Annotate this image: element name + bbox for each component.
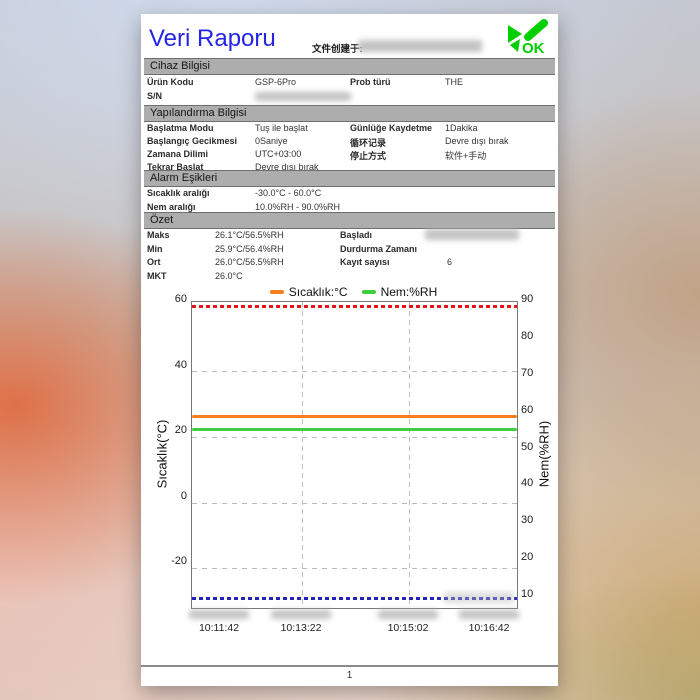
x-axis-tick: 10:13:22 (280, 622, 322, 634)
gridline-v (409, 302, 410, 608)
chart-legend: Sıcaklık:°C Nem:%RH (191, 285, 516, 299)
field-label: Maks (147, 230, 170, 240)
field-label: Tekrar Başlat (147, 162, 204, 172)
right-axis-tick: 90 (521, 293, 534, 305)
page-title: Veri Raporu (149, 25, 276, 52)
field-value: 26.1°C/56.5%RH (215, 230, 284, 240)
right-axis-tick: 80 (521, 330, 534, 342)
right-axis-tick: 60 (521, 404, 534, 416)
left-axis-tick: 40 (174, 359, 187, 371)
right-axis-tick: 40 (521, 477, 534, 489)
right-axis-tick: 50 (521, 441, 534, 453)
gridline-h (192, 503, 517, 504)
field-value: 软件+手动 (445, 151, 487, 161)
field-value: THE (445, 77, 463, 87)
field-value: Devre dışı bırak (445, 136, 509, 146)
plot-corner-redacted (444, 592, 514, 603)
field-label: Zamana Dilimi (147, 149, 209, 159)
right-axis-tick: 20 (521, 551, 534, 563)
field-label: Kayıt sayısı (340, 257, 390, 267)
section-title: Cihaz Bilgisi (150, 60, 210, 72)
field-label: MKT (147, 271, 167, 281)
field-label: Nem aralığı (147, 202, 196, 212)
x-date-redacted (378, 610, 438, 619)
line-chart-plot-area (191, 301, 518, 609)
field-value: 0Saniye (255, 136, 288, 146)
field-value: 25.9°C/56.4%RH (215, 244, 284, 254)
temperature-swatch-icon (269, 290, 284, 294)
report-page: Veri Raporu 文件创建于: OK Cihaz Bilgisi Ürün… (141, 14, 558, 686)
field-label: 循环记录 (350, 138, 387, 148)
section-title: Yapılandırma Bilgisi (150, 107, 247, 119)
field-value: 1Dakika (445, 123, 478, 133)
right-axis-title: Nem(%RH) (536, 420, 552, 488)
field-value: 10.0%RH - 90.0%RH (255, 202, 341, 212)
serial-number-redacted (255, 92, 351, 101)
x-date-redacted (271, 610, 331, 619)
field-label: Prob türü (350, 77, 391, 87)
field-value: UTC+03:00 (255, 149, 302, 159)
right-axis-tick: 70 (521, 367, 534, 379)
field-label: 停止方式 (350, 151, 387, 161)
footer-divider (141, 665, 558, 667)
file-created-date-redacted (358, 40, 482, 52)
field-label: Başlatma Modu (147, 123, 214, 133)
section-title: Alarm Eşikleri (150, 172, 218, 184)
field-label: Başladı (340, 230, 373, 240)
section-header-config: Yapılandırma Bilgisi (144, 105, 555, 122)
section-title: Özet (150, 214, 174, 226)
gridline-h (192, 437, 517, 438)
section-header-device: Cihaz Bilgisi (144, 58, 555, 75)
field-label: Ürün Kodu (147, 77, 194, 87)
field-value: 26.0°C (215, 271, 243, 281)
field-label: S/N (147, 91, 163, 101)
right-axis-tick: 10 (521, 588, 534, 600)
field-value: GSP-6Pro (255, 77, 297, 87)
gridline-v (302, 302, 303, 608)
field-value: Devre dışı bırak (255, 162, 319, 172)
start-time-redacted (425, 229, 519, 240)
x-date-redacted (189, 610, 249, 619)
legend-item-temperature: Sıcaklık:°C (269, 285, 348, 299)
legend-item-humidity: Nem:%RH (361, 285, 438, 299)
humidity-low-alarm-line (192, 597, 517, 600)
field-label: Günlüğe Kaydetme (350, 123, 433, 133)
legend-label: Sıcaklık:°C (288, 285, 348, 299)
left-axis-tick: 20 (174, 424, 187, 436)
temp-high-alarm-line (192, 305, 517, 308)
gridline-h (192, 568, 517, 569)
legend-label: Nem:%RH (380, 285, 438, 299)
field-label: Ort (147, 257, 161, 267)
x-axis-tick: 10:16:42 (468, 622, 510, 634)
section-header-summary: Özet (144, 212, 555, 229)
field-label: Min (147, 244, 163, 254)
page-number: 1 (346, 670, 353, 681)
field-value: Tuş ile başlat (255, 123, 308, 133)
field-value: -30.0°C - 60.0°C (255, 188, 322, 198)
temperature-series-line (192, 415, 517, 418)
svg-text:OK: OK (522, 40, 545, 56)
field-label: Başlangıç Gecikmesi (147, 136, 238, 146)
field-label: Sıcaklık aralığı (147, 188, 210, 198)
file-created-label: 文件创建于: (312, 44, 363, 55)
left-axis-tick: 0 (180, 490, 187, 502)
humidity-swatch-icon (361, 290, 376, 294)
right-axis-tick: 30 (521, 514, 534, 526)
x-axis-tick: 10:11:42 (198, 622, 240, 634)
left-axis-tick: 60 (174, 293, 187, 305)
section-header-alarm: Alarm Eşikleri (144, 170, 555, 187)
humidity-series-line (192, 428, 517, 431)
x-axis-tick: 10:15:02 (387, 622, 429, 634)
x-date-redacted (459, 610, 519, 619)
ok-check-logo-icon: OK (508, 19, 548, 56)
left-axis-tick: -20 (171, 555, 187, 567)
field-value: 6 (447, 257, 453, 267)
field-label: Durdurma Zamanı (340, 244, 418, 254)
gridline-h (192, 371, 517, 372)
field-value: 26.0°C/56.5%RH (215, 257, 284, 267)
